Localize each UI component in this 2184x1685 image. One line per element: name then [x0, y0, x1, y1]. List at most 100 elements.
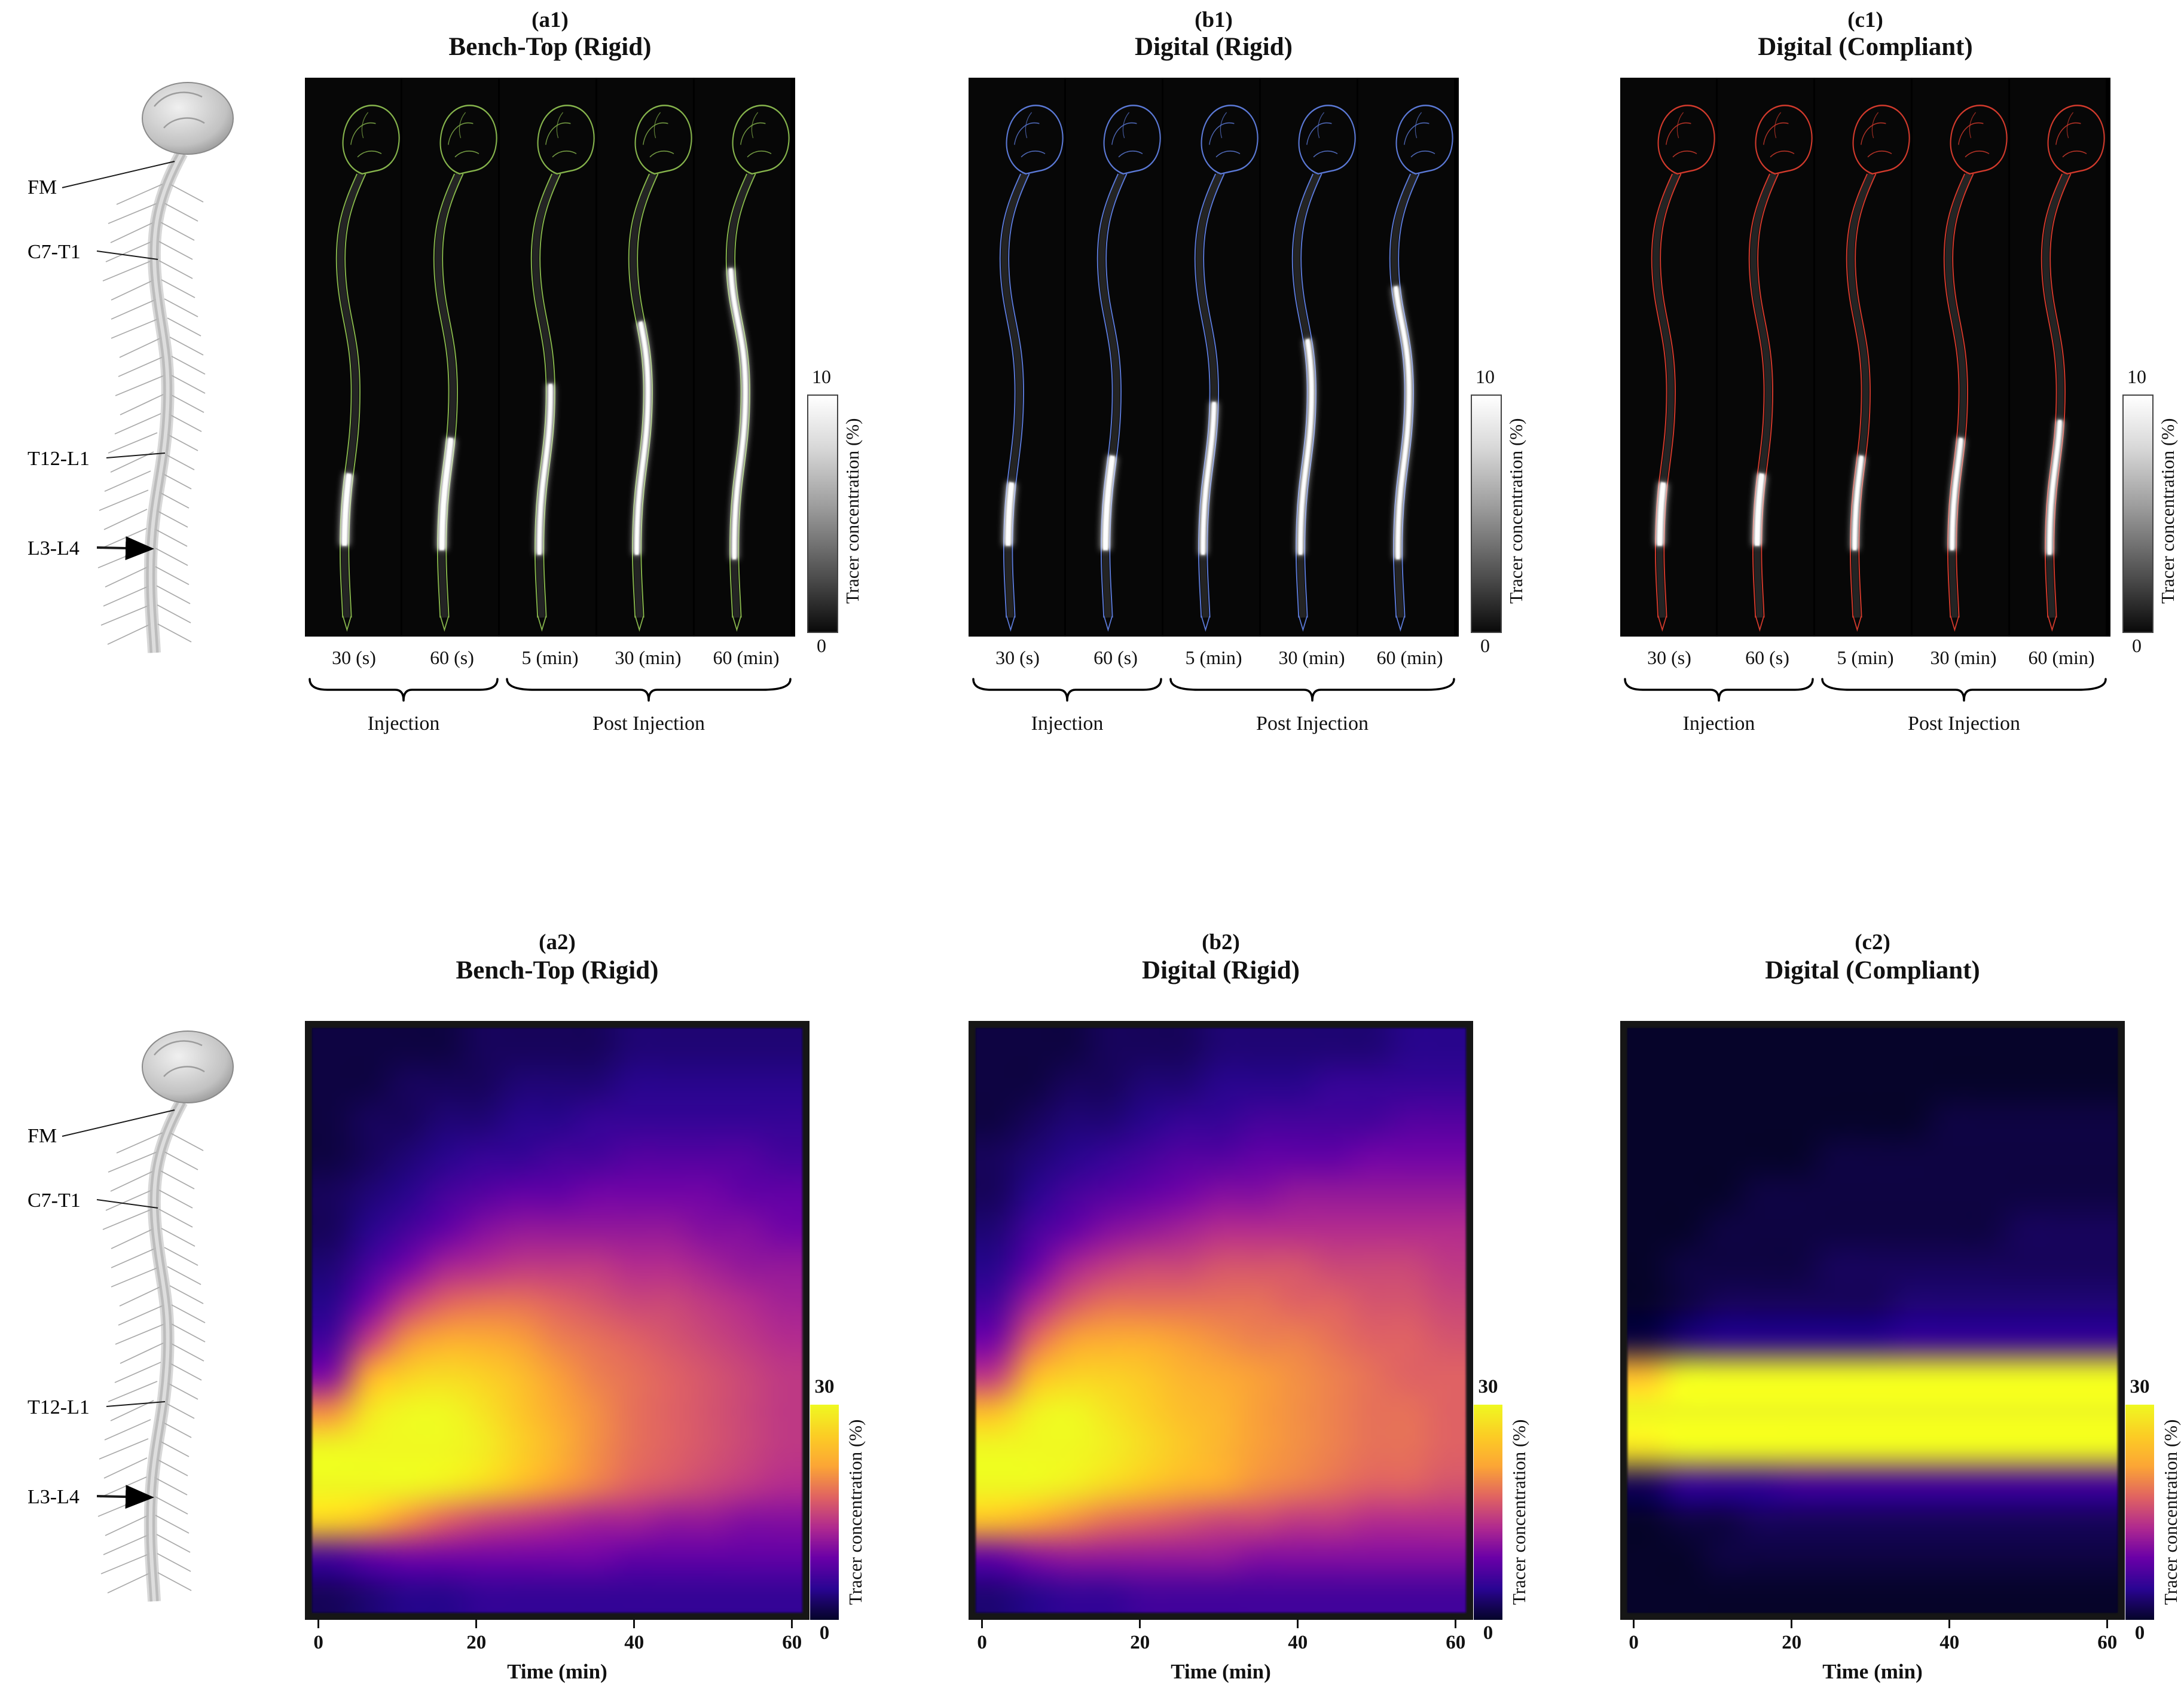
heatmap-canvas [312, 1028, 802, 1613]
colorbar-max: 30 [2130, 1376, 2150, 1397]
x-tick-label: 20 [1782, 1632, 1802, 1653]
x-axis-label: Time (min) [1822, 1660, 1923, 1683]
tracer-bolus [725, 170, 756, 618]
panel-a2: (a2) Bench-Top (Rigid) 0 20 40 60 Time (min… [305, 923, 951, 1685]
colorbar-max: 30 [1478, 1376, 1498, 1397]
canal-interior [1750, 172, 1777, 618]
colorbar-label: Tracer concentration (%) [2157, 418, 2178, 604]
colorbar-max: 10 [1476, 366, 1495, 387]
spinal-cord-highlight [148, 152, 184, 653]
tracer-bolus [628, 170, 659, 618]
spine-tracer-frame [695, 78, 790, 637]
time-label: 30 (s) [1647, 647, 1691, 668]
panel-title: Digital (Rigid) [1135, 33, 1293, 61]
panel-tag: (b2) [1202, 930, 1240, 955]
spine-tracer-frame [2010, 78, 2106, 637]
plasma-colorbar [810, 1405, 839, 1620]
grayscale-colorbar [1471, 395, 1502, 633]
colorbar-label: Tracer concentration (%) [842, 418, 863, 604]
colorbar-max: 10 [2127, 366, 2146, 387]
fm-leader [62, 161, 175, 188]
x-tick [633, 1620, 636, 1628]
l3l4-arrow [96, 1485, 154, 1509]
grayscale-colorbar [807, 395, 838, 633]
spacetime-heatmap [305, 1021, 810, 1620]
brain-fold [154, 1040, 203, 1056]
csf-outline [335, 105, 400, 632]
spine-anatomy-illustration: FM C7-T1 T12-L1 L3-L4 [28, 1030, 234, 1602]
label-fm: FM [28, 1125, 57, 1147]
x-tick [1633, 1620, 1635, 1628]
panel-b2: (b2) Digital (Rigid) 0 20 40 60 Time (min) … [969, 923, 1614, 1685]
x-axis-label: Time (min) [1171, 1660, 1271, 1683]
panel-tag: (c2) [1855, 930, 1890, 955]
tracer-bolus [1194, 170, 1225, 618]
x-tick [475, 1620, 478, 1628]
time-label: 30 (s) [332, 647, 376, 668]
time-labels: 30 (s) 60 (s) 5 (min) 30 (min) 60 (min) [969, 647, 1459, 669]
injection-brace [308, 678, 499, 702]
colorbar-min: 0 [2132, 635, 2142, 656]
grayscale-colorbar [2122, 395, 2154, 633]
brain-fold [163, 117, 205, 129]
time-label: 5 (min) [1837, 647, 1894, 668]
panel-b1: (b1) Digital (Rigid) 30 (s) 60 (s) 5 (min)… [969, 0, 1614, 753]
panel-c2: (c2) Digital (Compliant) 0 20 40 60 Time (m… [1620, 923, 2182, 1685]
tracer-bolus [1389, 170, 1420, 618]
spine-tracer-frame [1815, 78, 1911, 637]
tracer-bolus [530, 170, 561, 618]
heatmap-canvas [976, 1028, 1466, 1613]
colorbar-label: Tracer concentration (%) [845, 1419, 866, 1606]
injection-brace [972, 678, 1162, 702]
spine-tracer-frame [1261, 78, 1357, 637]
canal-interior [337, 172, 364, 618]
mri-frame-strip [305, 78, 795, 637]
colorbar-min: 0 [1483, 1622, 1493, 1644]
x-tick-label: 60 [1446, 1632, 1466, 1653]
x-tick-label: 0 [1629, 1632, 1639, 1653]
panel-c1: (c1) Digital (Compliant) 30 (s) 60 (s) 5 (… [1620, 0, 2182, 753]
t12l1-leader [106, 1401, 166, 1407]
time-label: 60 (s) [1093, 647, 1138, 668]
x-tick-label: 40 [624, 1632, 644, 1653]
panel-title: Bench-Top (Rigid) [448, 33, 652, 61]
time-label: 60 (min) [713, 647, 780, 668]
x-tick [981, 1620, 983, 1628]
time-label: 30 (min) [615, 647, 682, 668]
x-tick [1948, 1620, 1951, 1628]
canal-interior [1945, 172, 1972, 618]
csf-outline [1748, 105, 1813, 632]
spine-tracer-frame [402, 78, 498, 637]
tracer-bolus [2041, 170, 2072, 618]
x-tick-label: 20 [1130, 1632, 1150, 1653]
csf-outline [1651, 105, 1715, 632]
plasma-colorbar [2125, 1405, 2154, 1620]
colorbar-label: Tracer concentration (%) [1508, 1419, 1529, 1606]
spine-tracer-frame [500, 78, 595, 637]
spine-tracer-frame [1066, 78, 1162, 637]
leader-lines [62, 1109, 175, 1509]
x-tick-label: 60 [782, 1632, 802, 1653]
mri-frame-strip [969, 78, 1459, 637]
colorbar-max: 10 [812, 366, 831, 387]
csf-outline [1096, 105, 1161, 632]
csf-outline [1846, 105, 1910, 632]
colorbar-min: 0 [817, 635, 826, 656]
t12l1-leader [106, 452, 166, 458]
spine-tracer-frame [1620, 78, 1716, 637]
x-tick [1297, 1620, 1299, 1628]
panel-a1: (a1) Bench-Top (Rigid) 30 (s) 60 (s) 5 (mi… [305, 0, 951, 753]
fm-leader [62, 1109, 175, 1137]
injection-label: Injection [367, 712, 440, 735]
colorbar-min: 0 [1480, 635, 1490, 656]
panel-title: Digital (Compliant) [1765, 956, 1980, 984]
time-labels: 30 (s) 60 (s) 5 (min) 30 (min) 60 (min) [305, 647, 795, 669]
label-fm: FM [28, 176, 57, 198]
colorbar-max: 30 [814, 1376, 835, 1397]
c7t1-leader [96, 250, 158, 260]
x-tick-label: 40 [1939, 1632, 1960, 1653]
plasma-colorbar [1474, 1405, 1502, 1620]
post-injection-brace [506, 678, 792, 702]
spine-anatomy-illustration: FM C7-T1 T12-L1 L3-L4 [28, 82, 234, 653]
